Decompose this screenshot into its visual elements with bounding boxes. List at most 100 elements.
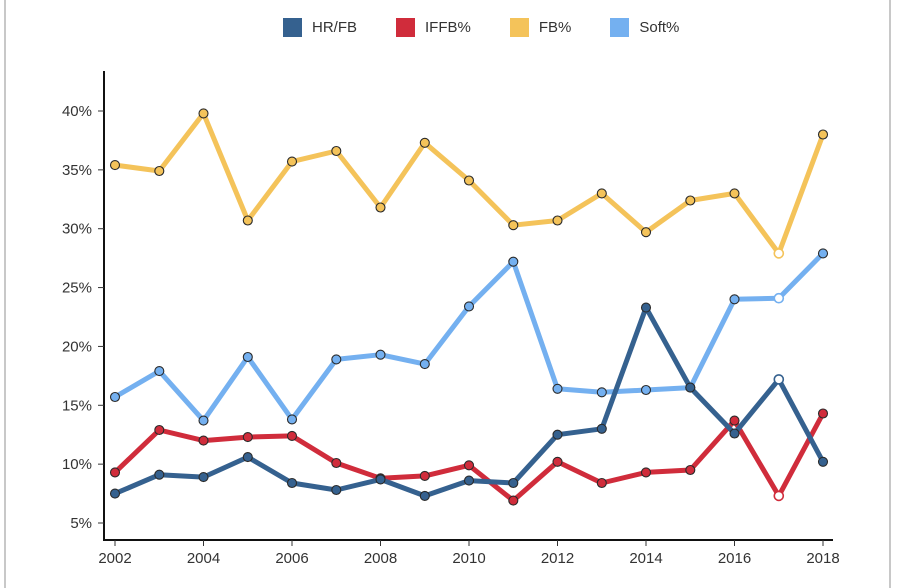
data-point-hr-fb[interactable] xyxy=(640,302,652,313)
data-point-soft[interactable] xyxy=(419,359,430,370)
x-tick-label: 2018 xyxy=(806,550,839,567)
data-point-iffb[interactable] xyxy=(109,467,121,478)
legend-item-iffb[interactable]: IFFB% xyxy=(396,17,471,37)
y-tick-label: 25% xyxy=(62,280,92,297)
legend-item-hr-fb[interactable]: HR/FB xyxy=(283,17,357,37)
data-point-soft[interactable] xyxy=(596,387,607,398)
series-layer xyxy=(109,108,829,506)
data-point-soft[interactable] xyxy=(640,384,652,396)
data-point-iffb[interactable] xyxy=(463,460,475,471)
y-tick-label: 35% xyxy=(62,162,92,179)
data-point-fb[interactable] xyxy=(640,227,652,238)
data-point-iffb[interactable] xyxy=(640,467,652,478)
data-point-soft[interactable] xyxy=(463,301,475,312)
data-point-hr-fb[interactable] xyxy=(286,477,298,489)
legend-item-soft[interactable]: Soft% xyxy=(610,17,680,37)
data-point-soft[interactable] xyxy=(729,294,740,305)
data-point-soft[interactable] xyxy=(552,383,563,394)
data-point-iffb[interactable] xyxy=(154,424,165,436)
data-point-hr-fb[interactable] xyxy=(331,484,342,496)
data-point-hr-fb[interactable] xyxy=(419,490,430,501)
legend-label-fb: FB% xyxy=(538,18,572,36)
data-point-iffb[interactable] xyxy=(817,408,829,419)
x-tick-label: 2004 xyxy=(187,550,220,567)
y-tick-label: 40% xyxy=(62,103,92,120)
data-point-fb[interactable] xyxy=(596,188,607,199)
data-point-hr-fb[interactable] xyxy=(729,428,740,439)
data-point-soft[interactable] xyxy=(817,248,829,259)
data-point-iffb[interactable] xyxy=(596,477,607,489)
data-point-hr-fb[interactable] xyxy=(154,469,165,480)
x-tick-label: 2006 xyxy=(275,550,308,567)
data-point-hr-fb[interactable] xyxy=(685,382,696,393)
data-point-soft[interactable] xyxy=(773,292,785,304)
data-point-soft[interactable] xyxy=(154,366,165,377)
series-soft xyxy=(109,248,829,426)
data-point-fb[interactable] xyxy=(198,108,209,119)
x-tick-label: 2014 xyxy=(629,550,662,567)
data-point-fb[interactable] xyxy=(154,165,165,177)
data-point-fb[interactable] xyxy=(331,145,342,157)
data-point-hr-fb[interactable] xyxy=(817,456,829,467)
series-line-soft xyxy=(112,250,826,424)
data-point-fb[interactable] xyxy=(685,195,696,206)
x-tick-label: 2002 xyxy=(98,550,131,567)
legend-swatch-hr-fb xyxy=(283,17,302,37)
data-point-hr-fb[interactable] xyxy=(109,488,121,499)
data-point-fb[interactable] xyxy=(286,156,298,167)
legend-item-fb[interactable]: FB% xyxy=(509,17,572,37)
data-point-soft[interactable] xyxy=(198,415,209,426)
legend-label-hr-fb: HR/FB xyxy=(312,18,357,36)
data-point-fb[interactable] xyxy=(817,129,829,140)
data-point-hr-fb[interactable] xyxy=(198,472,209,483)
data-point-soft[interactable] xyxy=(242,351,253,363)
data-point-iffb[interactable] xyxy=(198,435,209,446)
y-tick-label: 30% xyxy=(62,221,92,238)
data-point-fb[interactable] xyxy=(508,220,519,231)
legend-label-iffb: IFFB% xyxy=(425,18,471,36)
y-tick-label: 5% xyxy=(70,515,92,532)
legend-swatch-iffb xyxy=(396,17,415,37)
data-point-soft[interactable] xyxy=(109,391,121,403)
data-point-fb[interactable] xyxy=(552,215,563,226)
data-point-hr-fb[interactable] xyxy=(596,423,607,434)
data-point-hr-fb[interactable] xyxy=(463,475,475,486)
data-point-hr-fb[interactable] xyxy=(242,452,253,463)
data-point-iffb[interactable] xyxy=(552,456,563,467)
y-tick-label: 20% xyxy=(62,338,92,355)
data-point-iffb[interactable] xyxy=(419,470,430,481)
data-point-iffb[interactable] xyxy=(685,464,696,476)
data-point-soft[interactable] xyxy=(286,414,298,425)
data-point-hr-fb[interactable] xyxy=(773,374,785,385)
data-point-iffb[interactable] xyxy=(729,415,740,426)
data-point-iffb[interactable] xyxy=(773,490,785,502)
legend-swatch-fb xyxy=(509,17,529,37)
data-point-fb[interactable] xyxy=(109,160,121,171)
x-tick-label: 2008 xyxy=(364,550,397,567)
data-point-fb[interactable] xyxy=(242,215,253,226)
data-point-soft[interactable] xyxy=(375,349,386,360)
data-point-soft[interactable] xyxy=(508,256,519,267)
data-point-fb[interactable] xyxy=(463,175,475,186)
data-point-hr-fb[interactable] xyxy=(375,474,386,485)
data-point-iffb[interactable] xyxy=(242,432,253,443)
legend-swatch-soft xyxy=(610,17,630,37)
data-point-fb[interactable] xyxy=(375,202,386,213)
data-point-iffb[interactable] xyxy=(508,495,519,506)
data-point-hr-fb[interactable] xyxy=(508,477,519,489)
legend: HR/FB IFFB% FB% Soft% xyxy=(283,16,679,38)
y-tick-label: 10% xyxy=(62,456,92,473)
data-point-fb[interactable] xyxy=(773,248,785,259)
legend-label-soft: Soft% xyxy=(639,18,680,36)
series-fb xyxy=(109,108,829,259)
data-point-hr-fb[interactable] xyxy=(552,429,563,440)
data-point-iffb[interactable] xyxy=(331,457,342,469)
x-tick-label: 2016 xyxy=(718,550,751,567)
data-point-fb[interactable] xyxy=(729,188,740,199)
data-point-fb[interactable] xyxy=(419,137,430,148)
data-point-soft[interactable] xyxy=(331,354,342,365)
y-tick-label: 15% xyxy=(62,397,92,414)
chart-frame xyxy=(4,0,891,588)
data-point-iffb[interactable] xyxy=(286,430,298,441)
